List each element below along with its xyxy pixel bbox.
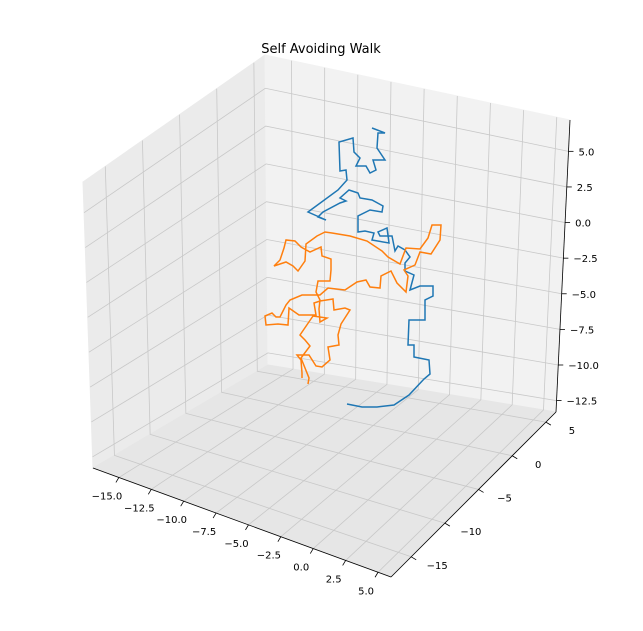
- x-tick-mark: [115, 477, 120, 483]
- grid-line-y: [142, 140, 445, 524]
- tick-labels: −15.0−12.5−10.0−7.5−5.0−2.50.02.55.0−15−…: [92, 147, 599, 597]
- y-tick-mark: [410, 556, 417, 561]
- x-tick-label: −7.5: [192, 527, 216, 538]
- z-tick-label: −10.0: [568, 361, 599, 372]
- grid-line-z: [85, 125, 567, 248]
- z-tick-label: 2.5: [577, 183, 593, 194]
- grid-line-y: [253, 62, 546, 423]
- x-axis-line: [92, 467, 392, 578]
- z-axis-line: [555, 119, 571, 413]
- x-tick-label: 0.0: [293, 563, 309, 574]
- grid-line-x: [248, 88, 425, 526]
- grid-line-x: [280, 95, 458, 538]
- grid-line-z: [89, 276, 561, 388]
- x-tick-mark: [374, 572, 379, 578]
- x-tick-label: −10.0: [156, 515, 187, 526]
- grid-line-z: [92, 352, 557, 458]
- z-tick-label: −12.5: [567, 397, 598, 408]
- grid-line-y: [216, 88, 513, 457]
- x-tick-label: 5.0: [358, 586, 374, 597]
- y-tick-mark: [545, 421, 552, 426]
- x-tick-mark: [277, 536, 282, 542]
- z-tick-label: 5.0: [578, 147, 594, 158]
- x-tick-mark: [212, 512, 217, 519]
- y-tick-label: −10: [460, 527, 481, 538]
- x-tick-label: −15.0: [92, 491, 123, 502]
- y-tick-label: 5: [569, 426, 575, 437]
- grid-line-z: [87, 201, 564, 318]
- x-tick-label: −12.5: [124, 503, 155, 514]
- z-tick-label: −7.5: [570, 325, 594, 336]
- x-tick-mark: [309, 548, 314, 554]
- x-tick-label: −2.5: [257, 551, 281, 562]
- chart-title: Self Avoiding Walk: [261, 42, 381, 57]
- series-1-line: [306, 127, 434, 408]
- grid-line-x: [377, 117, 558, 573]
- y-axis-line: [390, 411, 557, 578]
- y-tick-mark: [478, 489, 484, 493]
- y-tick-mark: [444, 522, 451, 527]
- x-tick-label: −5.0: [224, 539, 248, 550]
- y-tick-label: −5: [497, 493, 512, 504]
- grid-line-z: [83, 87, 569, 214]
- z-tick-label: −2.5: [573, 254, 597, 265]
- series-2-line: [264, 224, 442, 385]
- z-tick-label: −5.0: [572, 290, 596, 301]
- x-tick-label: 2.5: [326, 574, 342, 585]
- grid-line-x: [183, 74, 359, 502]
- grid-line-y: [179, 114, 479, 490]
- series-layer: [264, 127, 442, 408]
- grid-line-y: [104, 166, 412, 558]
- grid-line-z: [86, 163, 566, 283]
- z-tick-label: 0.0: [575, 219, 591, 230]
- x-tick-mark: [245, 524, 249, 531]
- y-tick-label: −15: [427, 561, 448, 572]
- grid-line-x: [215, 81, 392, 514]
- x-tick-mark: [180, 500, 185, 507]
- grid-line-z: [88, 239, 562, 353]
- axes-grid: [83, 60, 569, 573]
- grid-line-x: [345, 110, 524, 561]
- y-tick-label: 0: [535, 460, 541, 471]
- grid-line-x: [151, 67, 326, 490]
- x-tick-mark: [342, 560, 346, 566]
- grid-line-x: [118, 60, 294, 478]
- x-tick-mark: [147, 489, 152, 495]
- grid-line-x: [312, 103, 491, 549]
- y-tick-mark: [512, 455, 518, 460]
- axes-lines: [92, 119, 571, 578]
